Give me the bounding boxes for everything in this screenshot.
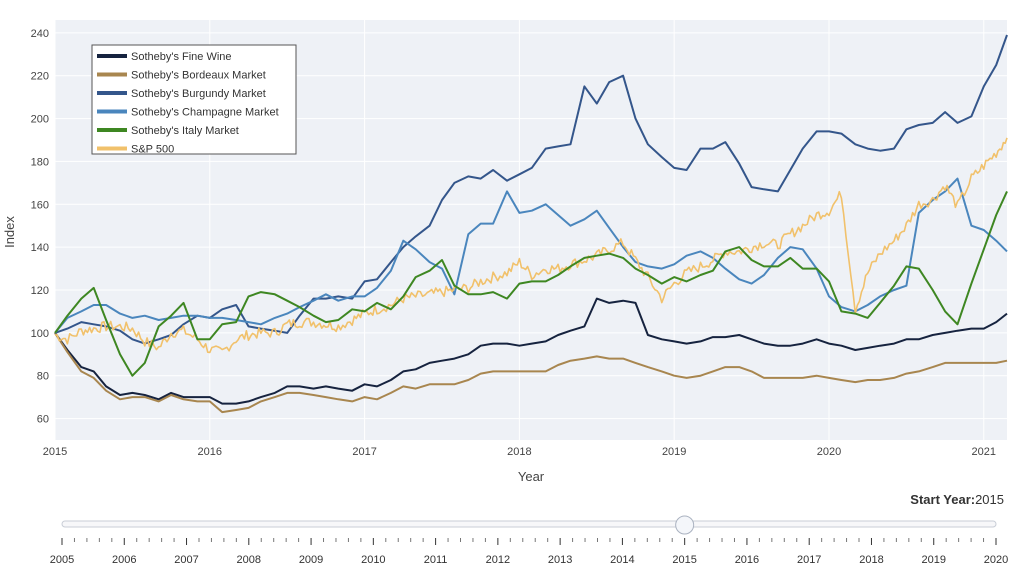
x-tick-label: 2015 bbox=[43, 446, 67, 458]
legend-entry: Sotheby's Fine Wine bbox=[131, 51, 232, 63]
slider-tick-label: 2010 bbox=[361, 554, 385, 566]
slider-tick-label: 2017 bbox=[797, 554, 821, 566]
x-tick-label: 2020 bbox=[817, 446, 841, 458]
y-axis-title: Index bbox=[2, 216, 17, 248]
series-line-1 bbox=[54, 332, 1008, 414]
series-line-3 bbox=[54, 177, 1008, 334]
y-tick-label: 120 bbox=[31, 285, 49, 297]
slider-tick-label: 2008 bbox=[237, 554, 261, 566]
slider-tick-label: 2014 bbox=[610, 554, 634, 566]
y-tick-label: 180 bbox=[31, 156, 49, 168]
slider-tick-label: 2012 bbox=[486, 554, 510, 566]
legend: Sotheby's Fine Wine Sotheby's Bordeaux Ma… bbox=[91, 44, 297, 156]
x-tick-label: 2021 bbox=[972, 446, 996, 458]
y-tick-label: 60 bbox=[37, 414, 49, 426]
x-axis-ticks: 2015 2016 2017 2018 2019 2020 2021 bbox=[43, 446, 996, 458]
legend-entry: Sotheby's Italy Market bbox=[131, 125, 239, 137]
legend-entry: S&P 500 bbox=[131, 144, 174, 156]
slider-tick-label: 2016 bbox=[735, 554, 759, 566]
legend-entry: Sotheby's Champagne Market bbox=[131, 107, 279, 119]
slider-tick-label: 2013 bbox=[548, 554, 572, 566]
series-line-0 bbox=[54, 297, 1008, 405]
y-tick-label: 100 bbox=[31, 328, 49, 340]
slider-tick-label: 2018 bbox=[859, 554, 883, 566]
y-tick-label: 220 bbox=[31, 71, 49, 83]
x-tick-label: 2016 bbox=[198, 446, 222, 458]
x-tick-label: 2017 bbox=[352, 446, 376, 458]
start-year-value: 2015 bbox=[975, 492, 1004, 507]
slider-tick-label: 2006 bbox=[112, 554, 136, 566]
slider-tick-label: 2011 bbox=[424, 554, 448, 566]
y-axis-ticks: 60 80 100 120 140 160 180 200 220 240 bbox=[31, 28, 49, 426]
series-line-2 bbox=[54, 34, 1008, 345]
slider-tick-label: 2019 bbox=[921, 554, 945, 566]
legend-entry: Sotheby's Bordeaux Market bbox=[131, 70, 266, 82]
slider-tick-label: 2020 bbox=[984, 554, 1008, 566]
series-layer bbox=[54, 34, 1008, 414]
series-line-5 bbox=[55, 137, 1008, 354]
slider-handle[interactable] bbox=[675, 515, 695, 535]
start-year-slider[interactable]: 2005 2006 2007 2008 2009 2010 2011 2012 2013 2014… bbox=[0, 505, 1024, 576]
x-axis-title: Year bbox=[518, 469, 545, 484]
y-tick-label: 80 bbox=[37, 371, 49, 383]
legend-entry: Sotheby's Burgundy Market bbox=[131, 88, 266, 100]
x-tick-label: 2019 bbox=[662, 446, 686, 458]
slider-ticks: 2005 2006 2007 2008 2009 2010 2011 2012 2013 2014… bbox=[50, 538, 1008, 566]
slider-tick-label: 2005 bbox=[50, 554, 74, 566]
start-year-readout: Start Year:2015 bbox=[910, 492, 1004, 507]
slider-tick-label: 2009 bbox=[299, 554, 323, 566]
legend-box bbox=[91, 44, 297, 155]
x-tick-label: 2018 bbox=[507, 446, 531, 458]
slider-tick-label: 2015 bbox=[672, 554, 696, 566]
y-tick-label: 160 bbox=[31, 199, 49, 211]
slider-track[interactable] bbox=[61, 520, 997, 528]
y-tick-label: 200 bbox=[31, 114, 49, 126]
series-line-4 bbox=[54, 190, 1008, 377]
y-tick-label: 240 bbox=[31, 28, 49, 40]
y-tick-label: 140 bbox=[31, 242, 49, 254]
slider-tick-label: 2007 bbox=[174, 554, 198, 566]
start-year-label: Start Year: bbox=[910, 492, 976, 507]
